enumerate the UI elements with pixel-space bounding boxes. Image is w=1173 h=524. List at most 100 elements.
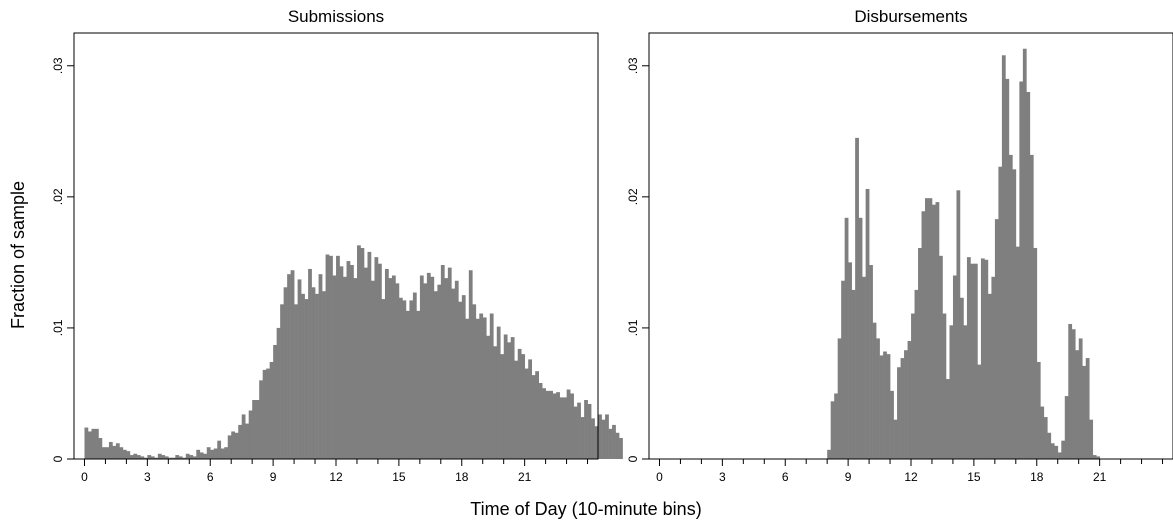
histogram-bar — [178, 456, 183, 459]
histogram-bar — [220, 448, 225, 459]
x-tick-label: 9 — [270, 470, 277, 484]
x-tick-label: 6 — [782, 470, 789, 484]
histogram-bar — [980, 258, 985, 459]
histogram-bar — [837, 338, 842, 459]
histogram-bar — [587, 403, 592, 459]
disbursements-panel: Disbursements 0 3 6 9 12 15 18 21 0 .01 .02 .03 — [626, 7, 1173, 484]
histogram-bar — [945, 379, 950, 459]
histogram-bar — [1040, 406, 1045, 459]
histogram-bar — [133, 453, 138, 459]
histogram-bar — [185, 453, 190, 459]
histogram-bar — [1029, 154, 1034, 459]
histogram-bar — [458, 301, 463, 459]
histogram-bar — [998, 166, 1003, 459]
histogram-bar — [262, 369, 267, 459]
histogram-bar — [136, 455, 141, 459]
histogram-bar — [350, 265, 354, 459]
histogram-bar — [304, 299, 309, 459]
histogram-bar — [552, 393, 557, 459]
histogram-bar — [87, 431, 92, 459]
histogram-bar — [398, 297, 403, 459]
histogram-bar — [248, 410, 253, 459]
histogram-bar — [276, 327, 281, 459]
histogram-bar — [468, 270, 473, 459]
histogram-bar — [531, 375, 536, 459]
disbursements-title: Disbursements — [854, 7, 967, 26]
histogram-bar — [433, 291, 438, 459]
histogram-bar — [1054, 445, 1059, 459]
y-tick-label: .02 — [626, 188, 640, 205]
histogram-bar — [493, 346, 498, 459]
histogram-bar — [157, 453, 162, 459]
histogram-bar — [161, 455, 166, 459]
histogram-bar — [269, 362, 274, 459]
histogram-bar — [1047, 432, 1052, 459]
histogram-bar — [956, 190, 961, 460]
histogram-bar — [409, 300, 414, 459]
histogram-bar — [479, 313, 484, 459]
histogram-bar — [259, 380, 263, 459]
histogram-bar — [601, 419, 606, 459]
histogram-bar — [598, 414, 602, 459]
histogram-bar — [357, 245, 361, 459]
histogram-bar — [143, 457, 148, 459]
histogram-bar — [615, 432, 620, 459]
histogram-bar — [168, 457, 173, 459]
histogram-bar — [848, 262, 852, 459]
histogram-bar — [1057, 452, 1062, 459]
histogram-bar — [370, 280, 375, 459]
histogram-bar — [395, 283, 400, 459]
histogram-bar — [210, 449, 215, 459]
histogram-bar — [465, 318, 470, 459]
histogram-bar — [227, 435, 232, 459]
histogram-bar — [482, 317, 487, 459]
histogram-bar — [325, 254, 330, 459]
histogram-bar — [1096, 456, 1101, 459]
histogram-bar — [1036, 362, 1041, 459]
histogram-bar — [830, 401, 835, 459]
histogram-bar — [841, 280, 845, 459]
histogram-bar — [287, 274, 291, 459]
histogram-bar — [332, 275, 337, 459]
histogram-bar — [346, 261, 351, 459]
histogram-bar — [619, 438, 623, 459]
histogram-bar — [154, 457, 159, 459]
histogram-bar — [119, 447, 124, 459]
histogram-bar — [122, 449, 127, 459]
histogram-bar — [192, 456, 197, 459]
histogram-bar — [556, 392, 560, 459]
histogram-bar — [584, 400, 588, 459]
histogram-bar — [966, 257, 971, 459]
histogram-bar — [444, 278, 449, 459]
histogram-bar — [904, 350, 908, 459]
histogram-bar — [290, 270, 295, 459]
histogram-bar — [101, 447, 106, 459]
histogram-bar — [865, 188, 870, 460]
y-tick-label: .01 — [626, 319, 640, 336]
histogram-bar — [939, 255, 943, 459]
histogram-bar — [150, 456, 155, 459]
histogram-bar — [447, 267, 452, 459]
histogram-bar — [405, 310, 410, 459]
histogram-bar — [1026, 91, 1031, 459]
histogram-bar — [430, 276, 435, 459]
histogram-bar — [566, 389, 571, 459]
histogram-bar — [206, 447, 211, 459]
histogram-bar — [294, 304, 298, 459]
histogram-bar — [862, 276, 866, 459]
histogram-bar — [374, 257, 379, 459]
x-tick-label: 15 — [392, 470, 406, 484]
histogram-bar — [224, 447, 229, 459]
histogram-bar — [827, 449, 831, 459]
y-tick-label: .03 — [51, 57, 65, 74]
histogram-bar — [489, 313, 494, 459]
histogram-bar — [1078, 338, 1083, 459]
histogram-bar — [381, 299, 386, 459]
histogram-bar — [886, 354, 891, 459]
histogram-bar — [580, 417, 585, 459]
histogram-bar — [921, 211, 926, 459]
histogram-bar — [893, 419, 898, 459]
histogram-bar — [283, 287, 288, 459]
histogram-bar — [1001, 55, 1006, 459]
histogram-bar — [897, 367, 901, 459]
